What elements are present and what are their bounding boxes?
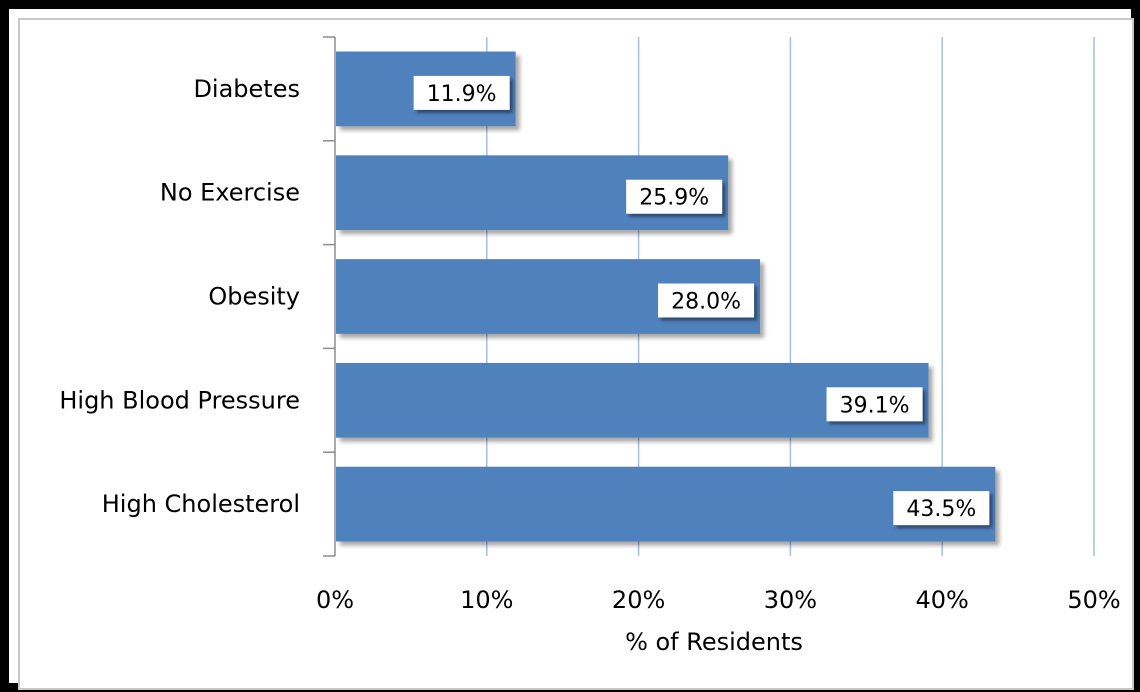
chart-area — [18, 18, 1134, 690]
data-label: 39.1% — [826, 387, 923, 422]
data-labels: 11.9% 25.9% 28.0% 39.1% 43.5% — [413, 75, 990, 526]
x-tick-label: 50% — [1067, 586, 1120, 614]
data-label-text: 11.9% — [427, 82, 497, 107]
data-label-box — [826, 387, 923, 422]
data-label-text: 25.9% — [639, 186, 709, 211]
category-label: Obesity — [208, 283, 300, 311]
data-label: 11.9% — [413, 75, 510, 110]
data-label-box — [893, 491, 990, 526]
category-label: No Exercise — [160, 179, 300, 207]
data-label-box — [413, 75, 510, 110]
data-label-text: 28.0% — [671, 290, 741, 315]
data-label-box — [626, 179, 723, 214]
category-label: High Blood Pressure — [59, 386, 300, 414]
data-label: 25.9% — [626, 179, 723, 214]
data-label-text: 43.5% — [906, 497, 976, 522]
data-label: 43.5% — [893, 491, 990, 526]
category-label: Diabetes — [193, 75, 300, 103]
x-tick-label: 30% — [764, 586, 817, 614]
x-tick-label: 0% — [316, 586, 354, 614]
bar — [336, 466, 996, 542]
category-label: High Cholesterol — [102, 490, 300, 518]
x-tick-label: 20% — [612, 586, 665, 614]
x-axis-title: % of Residents — [625, 628, 803, 656]
bars — [336, 51, 996, 542]
data-label-text: 39.1% — [840, 393, 910, 418]
x-tick-label: 10% — [460, 586, 513, 614]
data-label: 28.0% — [658, 283, 755, 318]
axes: 0% 10% 20% 30% 40% 50% Diabetes No Exercise Obes… — [59, 36, 1121, 614]
data-label-box — [658, 283, 755, 318]
x-tick-label: 40% — [916, 586, 969, 614]
